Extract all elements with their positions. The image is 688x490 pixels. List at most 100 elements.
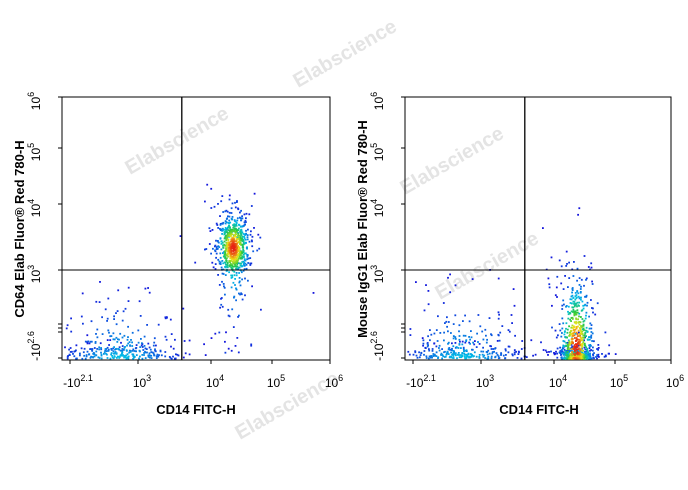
event-dot (573, 326, 576, 328)
event-dot (244, 294, 246, 297)
event-dot (445, 320, 448, 323)
event-dot (425, 355, 428, 358)
event-dot (557, 334, 559, 337)
event-dot (235, 249, 237, 252)
event-dot (465, 355, 468, 358)
event-dot (586, 355, 589, 358)
event-dot (224, 253, 227, 256)
event-dot (553, 352, 555, 354)
event-dot (118, 356, 121, 358)
event-dot (450, 349, 453, 352)
event-dot (238, 256, 241, 258)
event-dot (127, 342, 130, 345)
event-dot (110, 353, 112, 356)
event-dot (575, 327, 578, 330)
event-dot (143, 354, 145, 356)
event-dot (577, 341, 579, 344)
event-dot (575, 302, 578, 305)
event-dot (584, 329, 587, 332)
event-dot (445, 353, 448, 356)
event-dot (126, 344, 128, 347)
event-dot (580, 331, 583, 334)
event-dot (588, 344, 590, 347)
event-dot (251, 235, 254, 238)
event-dot (124, 307, 127, 310)
event-dot (223, 255, 225, 258)
event-dot (488, 317, 491, 319)
event-dot (567, 353, 570, 356)
event-dot (110, 352, 113, 354)
event-dot (147, 287, 149, 289)
event-dot (219, 256, 222, 259)
event-dot (555, 336, 558, 339)
event-dot (139, 355, 141, 358)
event-dot (148, 352, 151, 355)
event-dot (587, 351, 589, 353)
event-dot (550, 350, 552, 353)
event-dot (96, 336, 99, 339)
x-tick-label: 103 (133, 373, 151, 390)
event-dot (257, 233, 260, 236)
event-dot (447, 342, 449, 345)
event-dot (592, 307, 594, 310)
event-dot (151, 351, 154, 354)
event-dot (239, 251, 241, 254)
event-dot (232, 257, 235, 260)
event-dot (218, 246, 221, 248)
event-dot (231, 265, 234, 267)
event-dot (578, 323, 581, 326)
event-dot (209, 230, 212, 232)
event-dot (468, 341, 471, 344)
event-dot (481, 353, 484, 356)
event-dot (237, 232, 239, 235)
event-dot (576, 301, 579, 304)
event-dot (224, 220, 227, 222)
event-dot (585, 278, 587, 281)
event-dot (139, 315, 142, 317)
event-dot (89, 340, 92, 343)
event-dot (87, 340, 90, 343)
event-dot (226, 252, 229, 255)
event-dot (474, 340, 476, 342)
event-dot (558, 323, 561, 325)
event-dot (245, 267, 248, 270)
event-dot (104, 349, 107, 352)
event-dot (142, 349, 145, 351)
event-dot (236, 217, 239, 220)
y-tick-label: 106 (26, 92, 43, 110)
event-dot (454, 353, 457, 356)
event-dot (585, 311, 588, 314)
event-dot (249, 264, 252, 266)
event-dot (433, 342, 436, 345)
event-dot (123, 356, 125, 359)
event-dot (572, 300, 575, 303)
event-dot (233, 248, 236, 251)
event-dot (228, 249, 231, 252)
event-dot (245, 229, 247, 232)
event-dot (576, 311, 579, 314)
event-dot (488, 352, 491, 355)
event-dot (585, 354, 588, 357)
event-dot (235, 230, 238, 233)
event-dot (514, 334, 516, 337)
event-dot (246, 253, 248, 256)
event-dot (227, 239, 230, 242)
event-dot (571, 351, 574, 354)
event-dot (591, 280, 593, 283)
event-dot (224, 249, 227, 252)
event-dot (447, 341, 450, 344)
event-dot (568, 261, 570, 264)
event-dot (577, 357, 579, 360)
event-dot (172, 347, 175, 350)
event-dot (119, 354, 122, 357)
event-dot (486, 338, 488, 341)
event-dot (100, 357, 103, 360)
event-dot (217, 227, 220, 229)
event-dot (589, 344, 592, 346)
event-dot (579, 335, 582, 338)
event-dot (443, 339, 445, 342)
event-dot (578, 277, 581, 279)
event-dot (218, 260, 221, 263)
event-dot (577, 329, 580, 332)
